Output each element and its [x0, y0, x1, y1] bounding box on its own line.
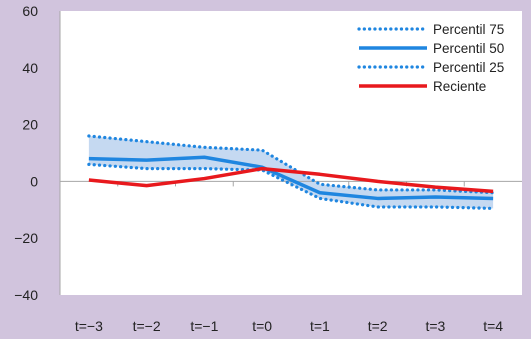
x-tick-label-5: t=2	[368, 318, 388, 334]
series-line-3	[88, 166, 494, 194]
legend-label-2: Percentil 25	[433, 60, 504, 75]
series-line-1	[88, 155, 494, 201]
series-line-2	[87, 162, 495, 210]
x-ticks: t=−3 t=−2 t=−1 t=0 t=1 t=2 t=3 t=4	[75, 181, 503, 334]
legend-label-0: Percentil 75	[433, 22, 504, 37]
series-group	[87, 134, 495, 210]
y-tick-label-1: −20	[14, 230, 38, 246]
y-tick-label-0: −40	[14, 287, 38, 303]
x-tick-label-7: t=4	[483, 318, 503, 334]
x-tick-label-1: t=−2	[133, 318, 161, 334]
x-tick-label-0: t=−3	[75, 318, 103, 334]
x-tick-label-2: t=−1	[190, 318, 218, 334]
legend: Percentil 75 Percentil 50 Percentil 25 Reci…	[357, 22, 504, 94]
x-tick-label-6: t=3	[425, 318, 445, 334]
legend-label-1: Percentil 50	[433, 41, 504, 56]
series-line-0	[87, 134, 495, 195]
y-tick-label-2: 0	[30, 173, 38, 189]
x-tick-label-4: t=1	[310, 318, 330, 334]
y-tick-label-4: 40	[22, 60, 38, 76]
y-ticks: −40 −20 0 20 40 60	[14, 3, 38, 303]
x-tick-label-3: t=0	[252, 318, 272, 334]
y-tick-label-3: 20	[22, 117, 38, 133]
legend-label-3: Reciente	[433, 79, 486, 94]
y-tick-label-5: 60	[22, 3, 38, 19]
